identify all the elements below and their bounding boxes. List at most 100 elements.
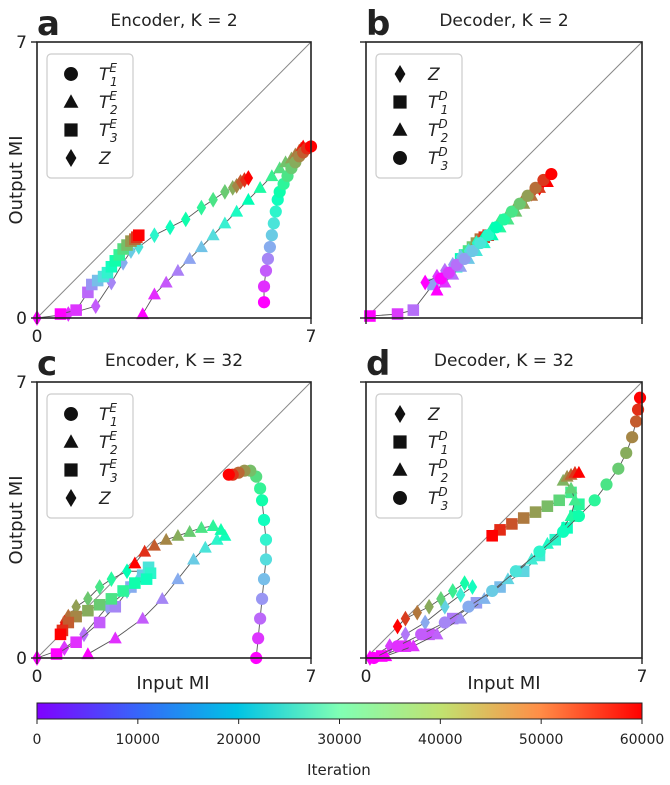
data-point <box>494 581 506 593</box>
data-point <box>572 509 586 523</box>
colorbar-tick-label: 30000 <box>317 732 362 748</box>
data-point <box>183 525 197 537</box>
data-point <box>400 626 411 643</box>
data-point <box>406 639 420 652</box>
data-point <box>93 598 106 611</box>
data-point <box>553 494 565 507</box>
panel-title: Encoder, K = 32 <box>105 351 243 371</box>
y-tick-label: 7 <box>16 33 27 53</box>
data-point <box>54 628 67 641</box>
data-point <box>269 205 282 218</box>
legend-label: TE 3 <box>99 457 118 485</box>
data-point <box>147 538 161 551</box>
data-point <box>198 540 212 553</box>
data-point <box>588 494 601 507</box>
series-circle <box>222 464 273 665</box>
series-circle <box>257 140 318 309</box>
data-point <box>477 592 491 604</box>
legend-label: Z <box>98 489 111 509</box>
data-point <box>138 544 152 557</box>
data-point <box>147 287 161 300</box>
data-point <box>86 278 98 291</box>
data-point <box>63 306 74 322</box>
data-point <box>254 482 267 495</box>
legend-entry: TE 2 <box>63 429 118 457</box>
legend-label: Z <box>427 65 440 85</box>
data-point <box>140 573 153 585</box>
x-tick-label: 7 <box>306 667 317 687</box>
data-point <box>517 512 530 524</box>
data-point <box>59 640 70 657</box>
data-point <box>455 587 466 603</box>
data-point <box>101 266 114 279</box>
data-point <box>364 310 376 322</box>
x-axis-label-left: Input MI <box>136 673 209 694</box>
data-point <box>626 431 639 444</box>
series-square <box>54 229 145 320</box>
data-point <box>490 221 503 234</box>
axes-frame <box>36 381 312 659</box>
legend-entry: TE 1 <box>64 61 118 89</box>
data-point <box>129 577 141 589</box>
data-point <box>257 296 271 309</box>
legend-triangle-icon <box>63 94 79 108</box>
legend-entry: TD 2 <box>392 457 448 485</box>
data-point <box>214 523 228 535</box>
data-point <box>259 553 273 566</box>
data-point <box>391 308 404 320</box>
data-point <box>540 536 554 549</box>
data-point <box>462 600 475 613</box>
data-point <box>243 170 254 186</box>
legend-square-icon <box>393 95 407 109</box>
data-point <box>181 211 191 228</box>
legend-entry: TE 3 <box>64 457 118 485</box>
colorbar-label: Iteration <box>307 761 371 779</box>
legend-label: TE 2 <box>99 89 118 117</box>
data-point <box>91 274 104 287</box>
data-point <box>521 189 534 202</box>
data-point <box>171 572 185 585</box>
colorbar-tick-label: 0 <box>33 732 42 748</box>
data-point <box>486 584 499 598</box>
data-point <box>222 468 235 481</box>
data-point <box>436 590 446 607</box>
data-point <box>448 583 458 599</box>
data-point <box>196 199 207 216</box>
data-point <box>631 403 645 416</box>
data-point <box>94 579 105 595</box>
data-point <box>265 169 279 182</box>
data-point <box>187 552 201 565</box>
identity-diagonal <box>365 381 643 659</box>
data-point <box>612 462 625 475</box>
data-point <box>391 640 404 653</box>
colorbar-ticks: 0 10000 20000 30000 40000 50000 60000 <box>33 719 664 748</box>
data-point <box>70 636 82 649</box>
legend-entry: TD 3 <box>393 485 448 513</box>
data-point <box>399 640 412 652</box>
data-point <box>159 275 173 288</box>
axes-frame <box>36 41 312 319</box>
data-point <box>458 252 471 265</box>
data-point <box>261 252 275 265</box>
legend-triangle-icon <box>392 462 408 476</box>
legend-label: TD 1 <box>428 89 448 117</box>
data-point <box>82 286 94 299</box>
data-point <box>108 631 122 644</box>
data-point <box>529 181 542 194</box>
data-point <box>430 283 444 296</box>
data-point <box>257 513 271 527</box>
series-triangle <box>136 139 310 320</box>
legend-diamond-icon <box>65 489 77 507</box>
data-point <box>442 266 455 279</box>
data-point <box>427 278 439 291</box>
legend: Z TD 1TD 2TD 3 <box>375 393 463 519</box>
data-point <box>194 521 208 533</box>
legend-label: Z <box>98 149 111 169</box>
legend-label: TD 3 <box>428 485 448 513</box>
panel-d: d Decoder, K = 32 0 7 Z TD 1TD 2TD 3 <box>360 344 647 687</box>
panel-title: Decoder, K = 2 <box>439 11 568 31</box>
data-point <box>533 545 546 558</box>
y-tick-label: 0 <box>16 309 27 329</box>
axes-frame <box>365 381 643 659</box>
